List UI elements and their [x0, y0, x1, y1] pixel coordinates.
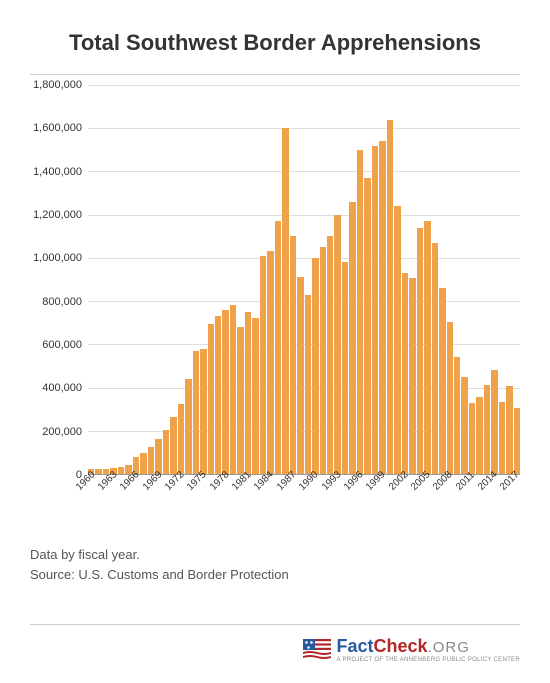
- y-tick-label: 800,000: [42, 296, 82, 308]
- logo-fact: Fact: [337, 636, 374, 656]
- bar-1984: [267, 251, 273, 474]
- logo-main: FactCheck.ORG: [337, 637, 520, 655]
- bar-1994: [342, 262, 348, 474]
- flag-icon: [303, 639, 331, 661]
- bar-1974: [193, 351, 199, 474]
- note-line-2: Source: U.S. Customs and Border Protecti…: [30, 565, 520, 585]
- bar-2004: [417, 228, 423, 474]
- bar-2010: [461, 377, 467, 474]
- bar-2015: [499, 402, 505, 474]
- bar-1989: [305, 295, 311, 474]
- bar-1992: [327, 236, 333, 474]
- y-tick-label: 200,000: [42, 426, 82, 438]
- bar-2009: [454, 357, 460, 474]
- bar-2011: [469, 403, 475, 474]
- y-tick-label: 1,600,000: [33, 122, 82, 134]
- bar-2002: [402, 273, 408, 474]
- footer: FactCheck.ORG A PROJECT OF THE ANNENBERG…: [30, 624, 520, 663]
- note-line-1: Data by fiscal year.: [30, 545, 520, 565]
- bar-2012: [476, 397, 482, 474]
- bar-1970: [163, 430, 169, 474]
- y-axis-labels: 0200,000400,000600,000800,0001,000,0001,…: [30, 85, 84, 475]
- bars-container: [88, 85, 520, 474]
- bar-1990: [312, 258, 318, 474]
- plot-area: [88, 85, 520, 475]
- bar-1982: [252, 318, 258, 474]
- bar-2017: [514, 408, 520, 474]
- bar-2005: [424, 221, 430, 474]
- bar-1967: [140, 453, 146, 474]
- bar-1980: [237, 327, 243, 474]
- chart-card: Total Southwest Border Apprehensions 020…: [0, 0, 550, 683]
- bar-2007: [439, 288, 445, 474]
- bar-1993: [334, 215, 340, 474]
- y-tick-label: 600,000: [42, 339, 82, 351]
- bar-2014: [491, 370, 497, 474]
- bar-1997: [364, 178, 370, 474]
- bar-1977: [215, 316, 221, 474]
- logo-check: Check: [374, 636, 428, 656]
- x-axis-labels: 1960196319661969197219751978198119841987…: [88, 477, 520, 505]
- chart-title: Total Southwest Border Apprehensions: [30, 30, 520, 56]
- y-tick-label: 1,000,000: [33, 252, 82, 264]
- bar-1983: [260, 256, 266, 474]
- bar-1975: [200, 349, 206, 474]
- logo-org: .ORG: [428, 639, 470, 656]
- bar-2016: [506, 386, 512, 474]
- bar-2000: [387, 120, 393, 474]
- y-tick-label: 1,800,000: [33, 79, 82, 91]
- bar-1988: [297, 277, 303, 474]
- bar-1996: [357, 150, 363, 474]
- bar-1976: [208, 324, 214, 474]
- chart-notes: Data by fiscal year. Source: U.S. Custom…: [30, 545, 520, 584]
- bar-1978: [222, 310, 228, 474]
- bar-1991: [320, 247, 326, 474]
- y-tick-label: 1,400,000: [33, 166, 82, 178]
- factcheck-logo: FactCheck.ORG A PROJECT OF THE ANNENBERG…: [303, 637, 520, 663]
- chart-area: 0200,000400,000600,000800,0001,000,0001,…: [30, 85, 520, 505]
- bar-1961: [95, 469, 101, 474]
- bar-1979: [230, 305, 236, 474]
- bar-2008: [447, 322, 453, 474]
- bar-2001: [394, 206, 400, 474]
- bar-2006: [432, 243, 438, 474]
- bar-1968: [148, 447, 154, 474]
- divider-top: [30, 74, 520, 75]
- bar-1985: [275, 221, 281, 474]
- bar-1999: [379, 141, 385, 474]
- divider-bottom: [30, 624, 520, 625]
- bar-2003: [409, 278, 415, 474]
- bar-1964: [118, 467, 124, 474]
- logo-text: FactCheck.ORG A PROJECT OF THE ANNENBERG…: [337, 637, 520, 663]
- bar-1995: [349, 202, 355, 474]
- y-tick-label: 400,000: [42, 382, 82, 394]
- bar-1998: [372, 146, 378, 474]
- logo-sub: A PROJECT OF THE ANNENBERG PUBLIC POLICY…: [337, 657, 520, 663]
- bar-1981: [245, 312, 251, 474]
- bar-2013: [484, 385, 490, 474]
- bar-1987: [290, 236, 296, 474]
- bar-1971: [170, 417, 176, 474]
- bar-1972: [178, 404, 184, 474]
- bar-1973: [185, 379, 191, 474]
- y-tick-label: 1,200,000: [33, 209, 82, 221]
- bar-1986: [282, 128, 288, 474]
